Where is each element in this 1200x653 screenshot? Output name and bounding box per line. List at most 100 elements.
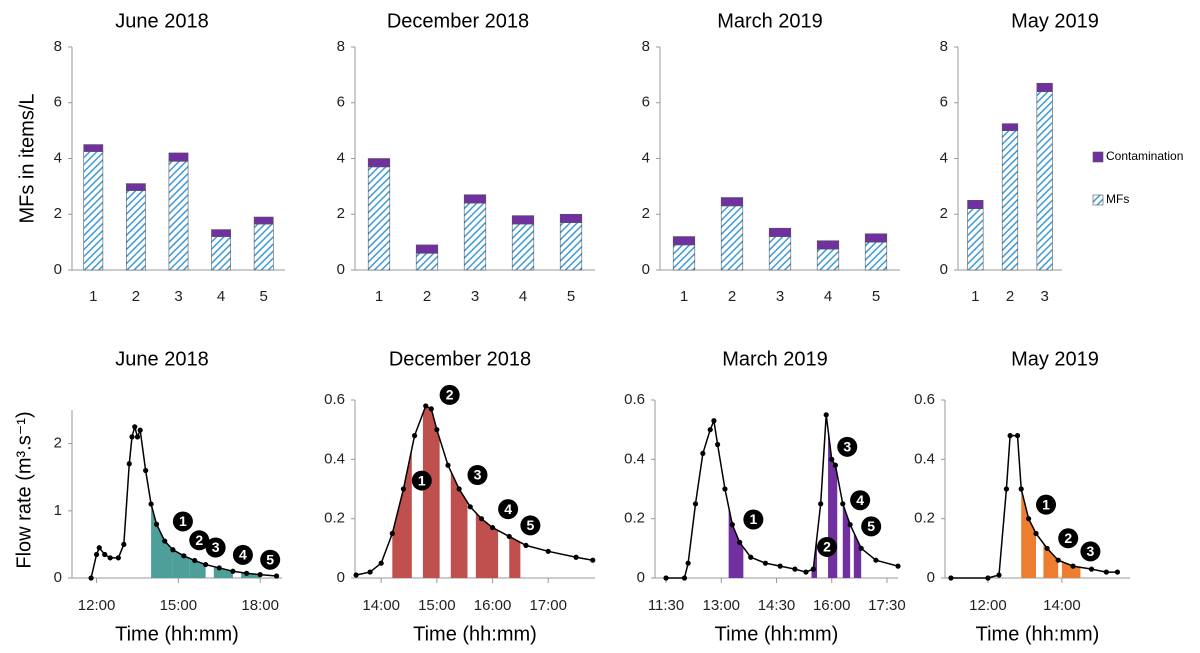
sample-area [1061,561,1081,578]
x-axis-label: Time (hh:mm) [976,623,1100,645]
flow-point [762,560,769,566]
flow-point [400,486,407,492]
sample-badge [467,465,488,485]
bar-segment [511,215,535,225]
legend-label: MFs [1106,192,1129,206]
flow-point [88,575,94,581]
y-tick-label: 0.6 [624,391,645,408]
flow-point [1018,486,1024,492]
sample-label: 1 [418,472,426,488]
x-tick-label: 14:30 [758,597,796,614]
flow-point [257,572,263,578]
flow-point [1014,433,1021,439]
x-tick-label: 1 [375,288,383,305]
y-tick-label: 6 [642,94,650,111]
y-tick-label: 0 [54,261,62,278]
flow-point [423,403,429,409]
bar-segment [253,223,274,271]
sample-label: 3 [212,539,220,555]
flow-point [367,569,373,575]
legend-label: Contamination [1106,149,1183,163]
x-tick-label: 1 [680,288,688,305]
sample-badge [850,490,871,511]
y-tick-label: 8 [642,38,650,55]
y-tick-label: 2 [940,205,948,222]
flow-point [134,434,141,440]
x-tick-label: 14:00 [362,597,400,614]
chart-title: December 2018 [387,10,529,32]
flow-point [137,427,143,433]
flow-point [1103,569,1109,575]
x-tick-label: 15:00 [160,597,198,614]
flow-point [121,541,127,548]
flow-point [434,427,440,433]
bar-segment [672,236,696,246]
flow-point [1055,557,1061,563]
flow-point [873,557,879,563]
x-tick-label: 2 [1006,288,1014,305]
y-tick-label: 0.6 [324,391,345,408]
x-tick-label: 16:00 [813,597,851,614]
x-axis-label: Time (hh:mm) [413,623,537,645]
flow-point [181,553,187,559]
flow-point [506,533,512,540]
flow-point [126,461,132,467]
flow-point [107,555,113,561]
flow-point [1033,530,1039,537]
bar-segment [967,208,984,271]
y-tick-label: 6 [337,94,345,111]
flow-point [685,560,691,566]
y-tick-label: 0.2 [324,510,345,527]
flow-point [840,501,846,507]
flow-point [162,538,168,544]
sample-area [422,405,440,578]
x-tick-label: 4 [217,288,225,305]
bar-segment [168,160,189,271]
sample-area [1043,543,1059,578]
flow-point [1044,545,1050,551]
bar-segment [415,252,439,271]
flow-point [737,539,743,546]
sample-area [811,536,817,578]
x-tick-label: 14:00 [1043,597,1081,614]
flow-point [545,548,551,554]
sample-label: 2 [446,387,454,403]
flow-point [985,575,991,581]
sample-badge [1058,528,1079,549]
y-tick-label: 2 [642,205,650,222]
y-tick-label: 0 [337,569,345,586]
flow-point [353,572,359,578]
sample-label: 3 [843,439,851,455]
y-tick-label: 0 [927,569,935,586]
y-tick-label: 6 [940,94,948,111]
sample-badge [498,499,519,520]
flow-point [707,427,713,433]
chart-title: June 2018 [115,348,208,370]
bar-segment [768,236,792,271]
sample-label: 1 [179,513,187,529]
x-tick-label: 2 [423,288,431,305]
flow-point [192,557,198,564]
flow-point [1114,569,1121,575]
sample-area [853,532,862,578]
bar-segment [720,197,744,207]
y-tick-label: 2 [54,435,62,452]
y-tick-label: 4 [337,149,345,166]
sample-badge [861,516,882,537]
sample-badge [837,436,858,457]
flow-point [663,575,669,581]
y-tick-label: 0 [54,569,62,586]
bar-segment [83,144,104,152]
flow-point [590,557,596,563]
x-tick-label: 2 [728,288,736,305]
flow-point [948,575,954,581]
chart-title: May 2019 [1011,10,1099,32]
sample-badge [817,536,837,557]
y-tick-label: 8 [54,38,62,55]
flow-point [810,566,816,572]
flow-point [722,486,728,492]
x-tick-label: 3 [471,288,479,305]
bar-segment [672,244,696,271]
flow-line [666,414,899,579]
x-tick-label: 3 [776,288,784,305]
